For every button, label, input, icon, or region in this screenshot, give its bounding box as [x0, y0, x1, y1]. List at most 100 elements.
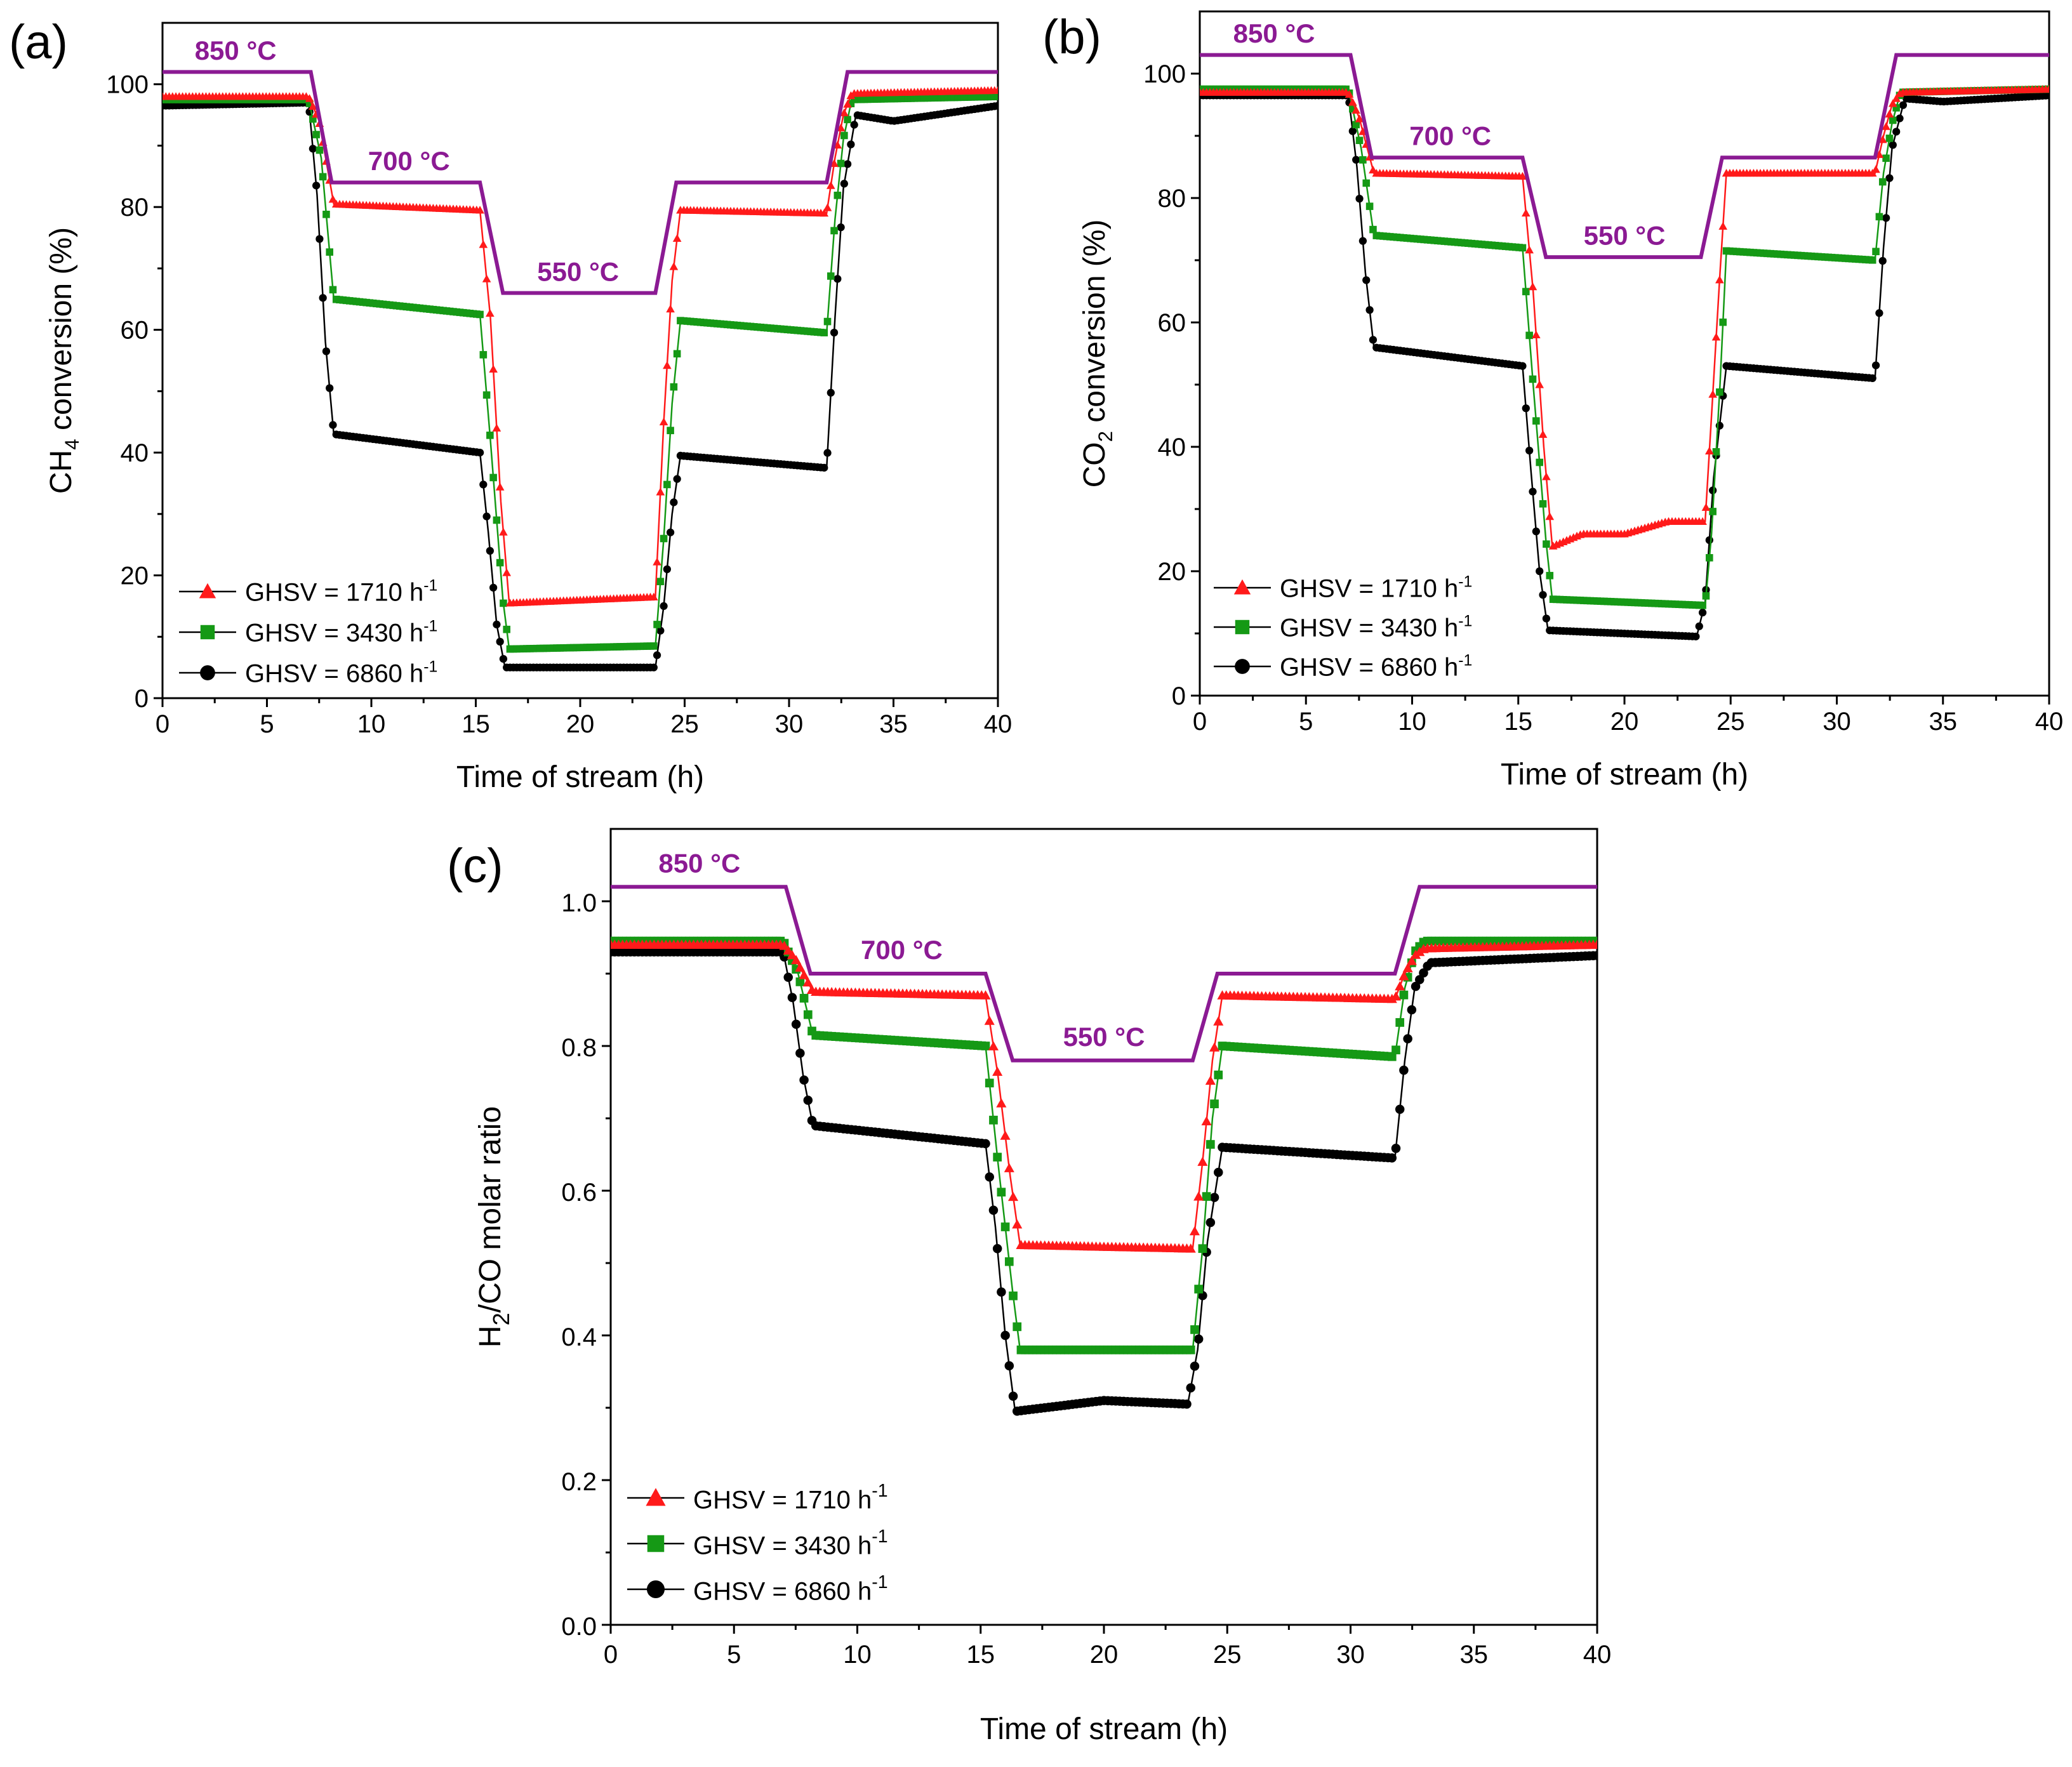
data-point	[2045, 91, 2049, 100]
data-point	[649, 592, 658, 600]
x-tick-label: 25	[1717, 708, 1745, 736]
data-point	[1209, 1193, 1219, 1202]
data-point	[1190, 1325, 1199, 1334]
data-point	[1355, 136, 1364, 144]
series-circle	[1200, 91, 2049, 640]
data-point	[984, 1016, 995, 1025]
data-point	[1355, 194, 1364, 203]
data-point	[1008, 1391, 1018, 1401]
data-point	[1390, 991, 1402, 1001]
temperature-profile-line	[1200, 53, 2049, 260]
x-tick-label: 15	[1504, 708, 1533, 736]
plot-area	[1200, 53, 2049, 640]
data-point	[1209, 1042, 1220, 1052]
data-point	[1522, 288, 1530, 296]
data-point	[650, 642, 658, 650]
data-point	[315, 235, 324, 243]
data-point	[1194, 1285, 1204, 1294]
data-point	[1882, 214, 1890, 222]
series-circle	[611, 947, 1597, 1416]
data-point	[315, 146, 324, 154]
data-point	[1004, 1163, 1014, 1172]
data-point	[492, 423, 501, 432]
data-point	[844, 116, 851, 124]
data-point	[309, 115, 317, 123]
data-point	[656, 626, 665, 635]
data-point	[1692, 632, 1700, 640]
data-point	[1186, 1345, 1195, 1354]
data-point	[1391, 1045, 1400, 1055]
data-point	[1402, 963, 1413, 972]
series-line	[611, 940, 1597, 1351]
data-point	[479, 351, 488, 359]
data-point	[653, 621, 661, 628]
data-point	[1532, 417, 1540, 425]
data-point	[1518, 244, 1527, 252]
data-point	[649, 663, 658, 672]
y-tick-label: 0.4	[561, 1323, 597, 1351]
temperature-label: 550 °C	[537, 256, 619, 286]
data-point	[981, 1042, 990, 1050]
panel-c: 0 5 10 15 20 25 30 35 40 0.0 0.2 0.4 0.6 0.8 1.0 Time o…	[447, 828, 1612, 1746]
data-point	[1698, 609, 1707, 617]
legend-marker	[647, 1535, 665, 1552]
data-point	[1528, 282, 1537, 291]
y-tick-label: 0.8	[561, 1034, 597, 1062]
data-point	[802, 977, 813, 987]
data-point	[1387, 1052, 1397, 1061]
y-axis-title-main: CO	[1078, 442, 1112, 487]
data-point	[820, 329, 828, 336]
data-point	[1362, 276, 1371, 284]
plot-area	[611, 885, 1597, 1416]
data-point	[1536, 458, 1543, 467]
data-point	[482, 391, 491, 399]
series-line	[163, 95, 998, 650]
data-point	[486, 308, 495, 317]
data-point	[1536, 567, 1544, 576]
data-point	[1186, 1383, 1196, 1393]
data-point	[826, 181, 835, 189]
data-point	[830, 227, 838, 235]
legend-marker	[646, 1488, 666, 1506]
data-point	[837, 223, 845, 232]
legend-label-superscript: -1	[1458, 652, 1472, 669]
y-tick-label: 20	[1158, 558, 1186, 586]
x-tick-label: 5	[727, 1641, 741, 1669]
x-tick-label: 40	[1583, 1641, 1612, 1669]
data-point	[305, 94, 314, 102]
data-point	[1391, 1144, 1401, 1153]
data-point	[670, 498, 678, 506]
y-axis-title: CH4 conversion (%)	[44, 227, 83, 494]
data-point	[993, 86, 998, 94]
data-point	[1896, 114, 1904, 122]
data-point	[1214, 1070, 1223, 1080]
data-point	[985, 1172, 994, 1182]
data-point	[663, 361, 672, 369]
data-point	[670, 383, 678, 391]
data-point	[1715, 275, 1724, 284]
legend-entry: GHSV = 6860 h-1	[627, 1572, 888, 1606]
data-point	[1868, 256, 1876, 264]
data-point	[329, 286, 337, 294]
data-point	[489, 473, 497, 482]
legend-label-main: GHSV = 1710 h	[693, 1486, 872, 1514]
data-point	[663, 565, 672, 574]
legend-label: GHSV = 1710 h-1	[245, 577, 437, 606]
temperature-label: 550 °C	[1584, 221, 1666, 251]
data-point	[482, 512, 491, 520]
data-point	[981, 1139, 990, 1149]
data-point	[997, 1287, 1006, 1297]
legend-label-superscript: -1	[423, 618, 437, 635]
data-point	[479, 240, 488, 248]
x-tick-label: 30	[1336, 1641, 1365, 1669]
data-point	[1349, 105, 1357, 113]
legend-label: GHSV = 6860 h-1	[245, 658, 437, 687]
legend-marker	[1233, 579, 1251, 595]
data-point	[1708, 390, 1717, 398]
legend-entry: GHSV = 6860 h-1	[179, 658, 437, 687]
legend-label-superscript: -1	[872, 1572, 887, 1592]
temperature-profile-line	[163, 70, 998, 295]
data-point	[656, 487, 665, 496]
data-point	[833, 192, 842, 199]
